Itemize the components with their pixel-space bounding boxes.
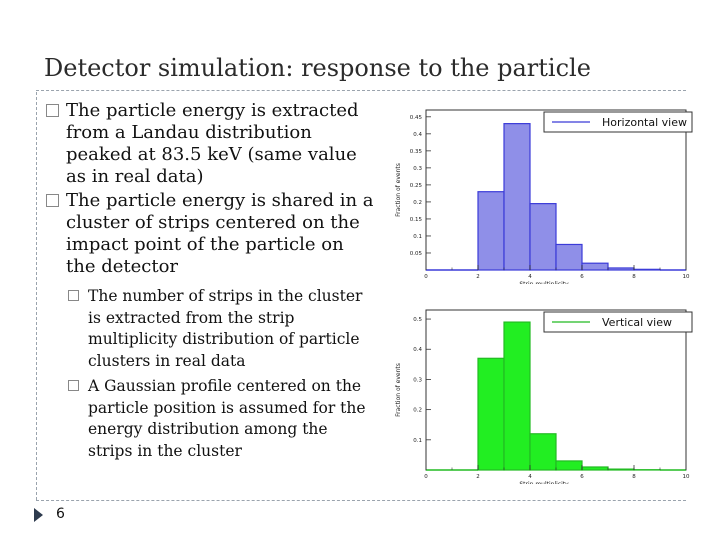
x-tick-label: 10 — [683, 274, 690, 280]
histogram-bar — [581, 262, 609, 271]
y-axis-title: Fraction of events — [395, 363, 402, 417]
x-tick-label: 6 — [580, 474, 584, 480]
histogram-bar — [477, 191, 505, 271]
histogram-bar — [581, 466, 609, 471]
y-tick-label: 0.35 — [410, 149, 423, 155]
x-tick-label: 8 — [632, 274, 636, 280]
x-tick-label: 8 — [632, 474, 636, 480]
subbullet-text: A Gaussian profile centered on the parti… — [88, 377, 366, 460]
bullet-square-icon — [46, 104, 59, 117]
y-tick-label: 0.4 — [413, 347, 422, 353]
bullet-list: The particle energy is extracted from a … — [46, 100, 376, 462]
y-tick-label: 0.25 — [410, 183, 423, 189]
y-tick-label: 0.2 — [413, 200, 422, 206]
y-tick-label: 0.1 — [413, 234, 422, 240]
histogram-bar — [607, 468, 635, 471]
x-tick-label: 4 — [528, 274, 532, 280]
y-tick-label: 0.05 — [410, 251, 423, 257]
bullet-text: The particle energy is shared in a clust… — [66, 190, 374, 277]
y-tick-label: 0.1 — [413, 438, 422, 444]
y-tick-label: 0.45 — [410, 115, 423, 121]
x-axis-title: Strip multiplicity — [519, 281, 569, 284]
title-divider — [36, 90, 686, 91]
y-tick-label: 0.3 — [413, 166, 422, 172]
horizontal-view-histogram: 0.05 0.1 0.15 0.2 0.25 0.3 0.35 0.4 0.45 0 2 4 6 8 10 S… — [395, 109, 693, 284]
y-axis-title: Fraction of events — [395, 163, 402, 217]
x-tick-label: 6 — [580, 274, 584, 280]
y-tick-label: 0.2 — [413, 408, 422, 414]
histogram-bar — [477, 357, 505, 471]
histogram-bar — [555, 460, 583, 471]
bullet-text: The particle energy is extracted from a … — [66, 100, 359, 187]
y-tick-label: 0.5 — [413, 317, 422, 323]
histogram-bar — [529, 203, 557, 271]
subbullet-item: A Gaussian profile centered on the parti… — [68, 376, 376, 462]
legend-box — [543, 111, 693, 133]
x-tick-label: 10 — [683, 474, 690, 480]
histogram-bar — [633, 268, 661, 271]
x-tick-label: 0 — [424, 274, 428, 280]
histogram-bar — [607, 267, 635, 271]
left-rule — [36, 92, 37, 500]
subbullet-item: The number of strips in the cluster is e… — [68, 286, 376, 372]
legend-box — [543, 311, 693, 333]
histogram-bar — [503, 321, 531, 471]
bullet-square-icon — [68, 380, 79, 391]
histogram-bar — [555, 243, 583, 271]
x-tick-label: 2 — [476, 474, 480, 480]
bullet-item: The particle energy is shared in a clust… — [46, 190, 376, 278]
y-tick-label: 0.15 — [410, 217, 423, 223]
subbullet-text: The number of strips in the cluster is e… — [88, 287, 363, 370]
legend-label: Vertical view — [602, 316, 672, 329]
slide-arrow-icon — [34, 508, 43, 522]
y-tick-label: 0.4 — [413, 132, 422, 138]
x-tick-label: 0 — [424, 474, 428, 480]
histogram-bar — [529, 433, 557, 471]
x-tick-label: 4 — [528, 474, 532, 480]
legend-label: Horizontal view — [602, 116, 687, 129]
footer-divider — [36, 500, 686, 501]
y-tick-label: 0.3 — [413, 377, 422, 383]
histogram-bar — [503, 123, 531, 271]
x-tick-label: 2 — [476, 274, 480, 280]
vertical-view-histogram: 0.1 0.2 0.3 0.4 0.5 0 2 4 6 8 10 Strip multiplicity… — [395, 309, 693, 484]
slide-title: Detector simulation: response to the par… — [44, 54, 591, 82]
page-number: 6 — [56, 506, 65, 522]
x-axis-title: Strip multiplicity — [519, 481, 569, 484]
bullet-item: The particle energy is extracted from a … — [46, 100, 376, 188]
bullet-square-icon — [68, 290, 79, 301]
bullet-square-icon — [46, 194, 59, 207]
